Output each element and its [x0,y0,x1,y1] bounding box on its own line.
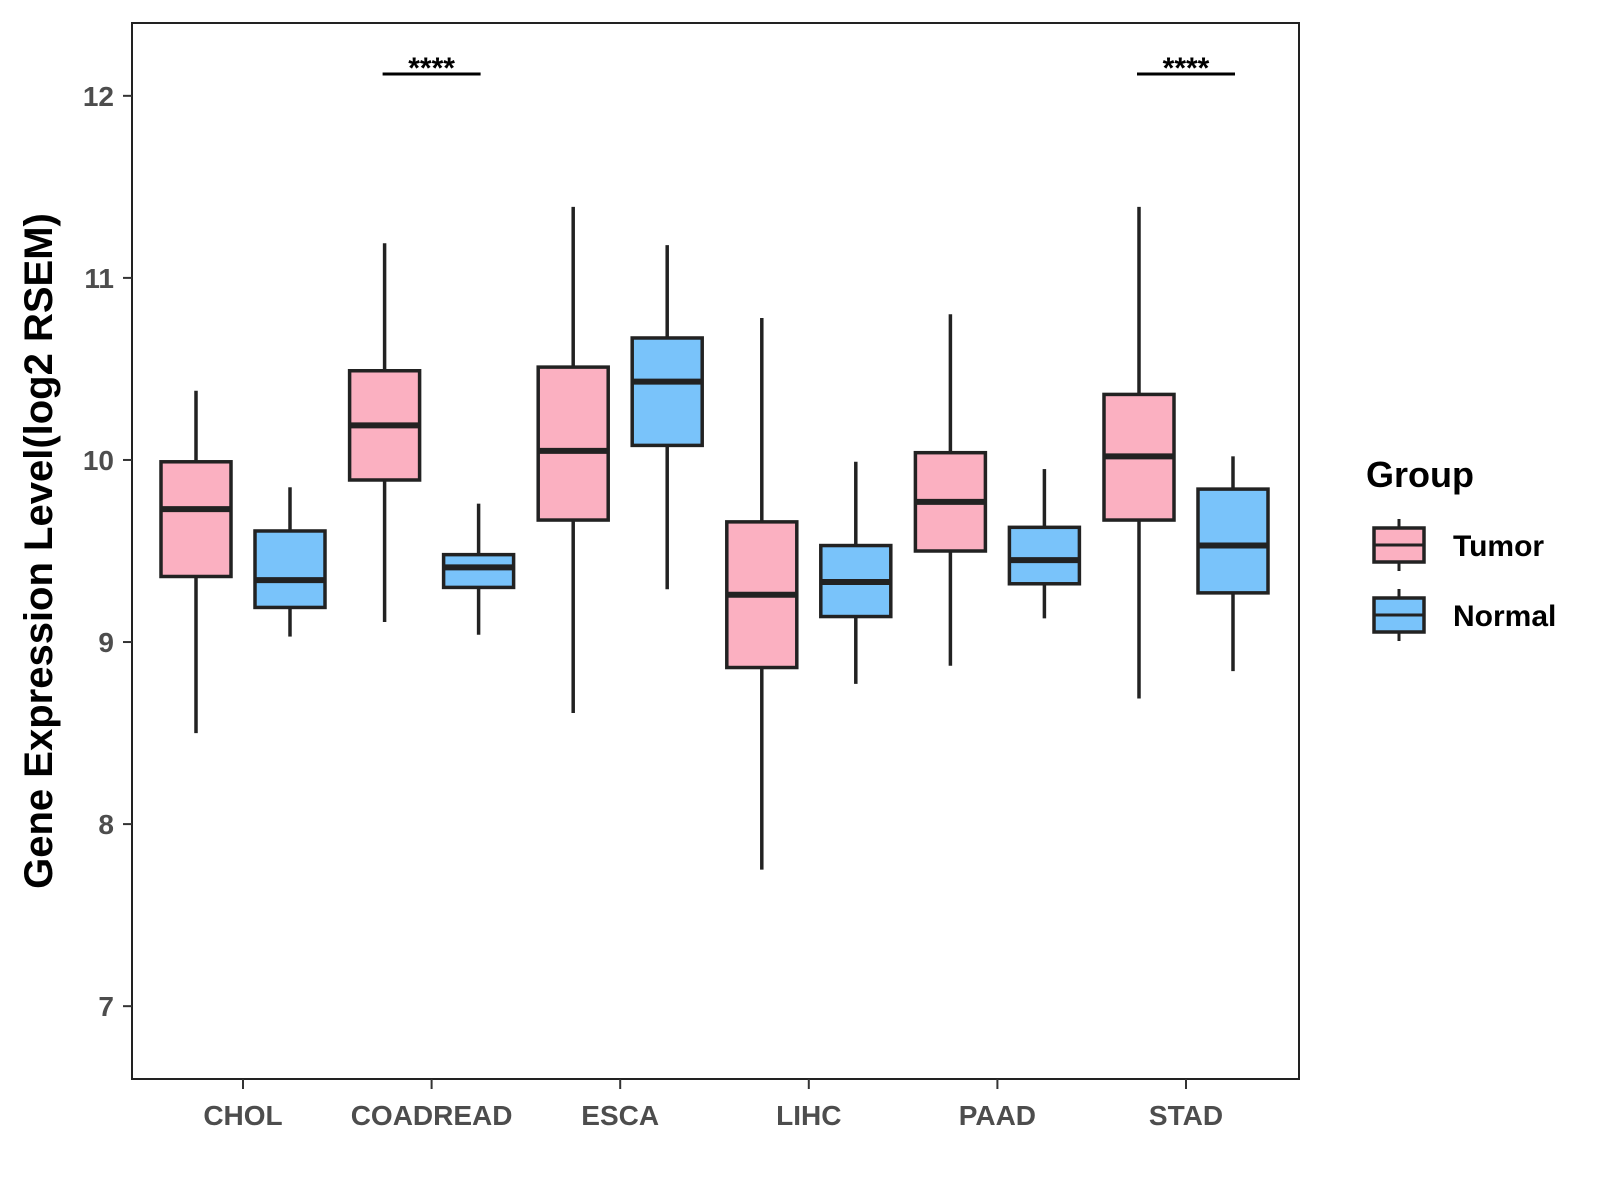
box-normal-chol [253,487,327,637]
box-tumor-coadread [347,243,422,623]
x-tick-label: COADREAD [351,1100,513,1131]
box-body [630,336,704,448]
box-normal-coadread [441,503,516,635]
x-tick-label: CHOL [203,1100,282,1131]
y-tick-label: 10 [83,445,114,476]
box-normal-stad [1196,456,1270,672]
x-tick-label: LIHC [776,1100,841,1131]
y-tick-label: 7 [98,991,114,1022]
y-tick-label: 8 [98,809,114,840]
y-axis-title: Gene Expression Level(log2 RSEM) [17,213,61,889]
significance-annotations: **** **** [382,52,1235,85]
y-tick-label: 12 [83,81,114,112]
x-tick-label: STAD [1149,1100,1223,1131]
box-series [159,206,1270,870]
box-body [441,552,516,590]
box-tumor-lihc [725,317,799,870]
legend-label: Normal [1453,600,1556,633]
box-tumor-chol [159,390,233,734]
legend-title: Group [1366,454,1474,495]
box-normal-paad [1007,469,1082,619]
box-body [253,529,327,610]
y-tick-label: 11 [84,263,114,294]
significance-label: **** [1163,52,1210,85]
legend-item-tumor: Tumor [1372,519,1544,571]
box-tumor-esca [536,206,610,714]
box-body [1196,487,1270,595]
box-body [536,365,610,522]
x-tick-label: PAAD [959,1100,1036,1131]
y-tick-label: 9 [98,627,114,658]
y-axis: 7 8 9 10 11 12 [83,81,132,1022]
box-body [1007,525,1082,586]
legend-item-normal: Normal [1372,589,1556,641]
box-normal-esca [630,245,704,590]
box-tumor-stad [1102,206,1176,699]
x-axis: CHOL COADREAD ESCA LIHC PAAD STAD [203,1079,1223,1131]
box-body [159,460,233,579]
box-tumor-paad [913,314,988,666]
legend: Group Tumor Normal [1366,454,1556,641]
legend-label: Tumor [1453,530,1544,563]
significance-label: **** [408,52,455,85]
box-normal-lihc [819,461,893,684]
x-tick-label: ESCA [581,1100,659,1131]
